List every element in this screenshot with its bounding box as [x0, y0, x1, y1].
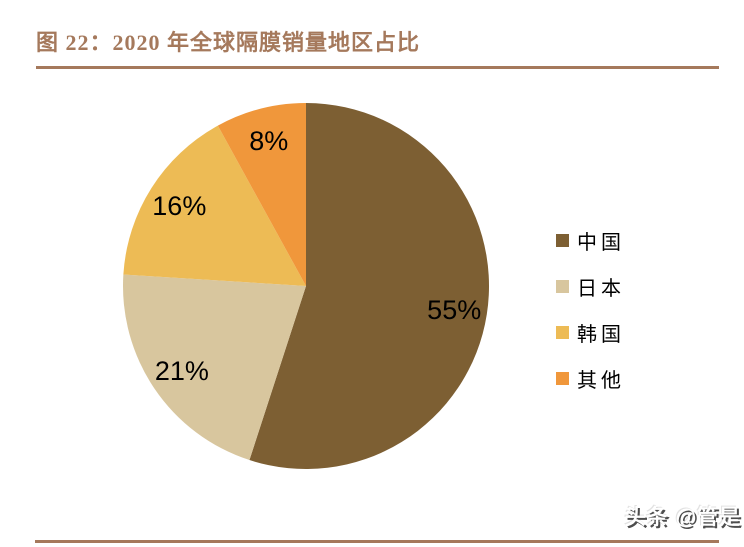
bottom-divider	[35, 540, 719, 543]
legend-label: 中国	[577, 231, 625, 254]
pie-slice-中国	[249, 103, 490, 469]
pie-slice-韩国	[123, 125, 306, 286]
legend-item-日本: 日本	[556, 274, 625, 300]
legend-item-其他: 其他	[556, 366, 625, 392]
legend-swatch-icon	[556, 233, 569, 247]
watermark: 头条 @管是	[624, 506, 741, 529]
legend-swatch-icon	[556, 371, 569, 385]
pie-data-label: 8%	[249, 126, 288, 156]
pie-chart: 55% 21% 16% 8%	[122, 103, 490, 469]
legend-item-中国: 中国	[556, 228, 625, 254]
legend-label: 其他	[577, 369, 625, 392]
legend-label: 韩国	[577, 323, 625, 346]
title-divider	[36, 66, 719, 69]
pie-data-label: 16%	[152, 191, 206, 221]
legend-swatch-icon	[556, 325, 569, 339]
pie-slice-其他	[217, 103, 306, 286]
pie-data-label: 21%	[155, 356, 209, 386]
figure-title: 图 22：2020 年全球隔膜销量地区占比	[36, 30, 421, 55]
legend-label: 日本	[577, 277, 625, 300]
chart-legend: 中国 日本 韩国 其他	[556, 228, 625, 392]
pie-data-label: 55%	[427, 295, 481, 325]
pie-slice-日本	[122, 274, 306, 461]
legend-item-韩国: 韩国	[556, 320, 625, 346]
legend-swatch-icon	[556, 279, 569, 293]
